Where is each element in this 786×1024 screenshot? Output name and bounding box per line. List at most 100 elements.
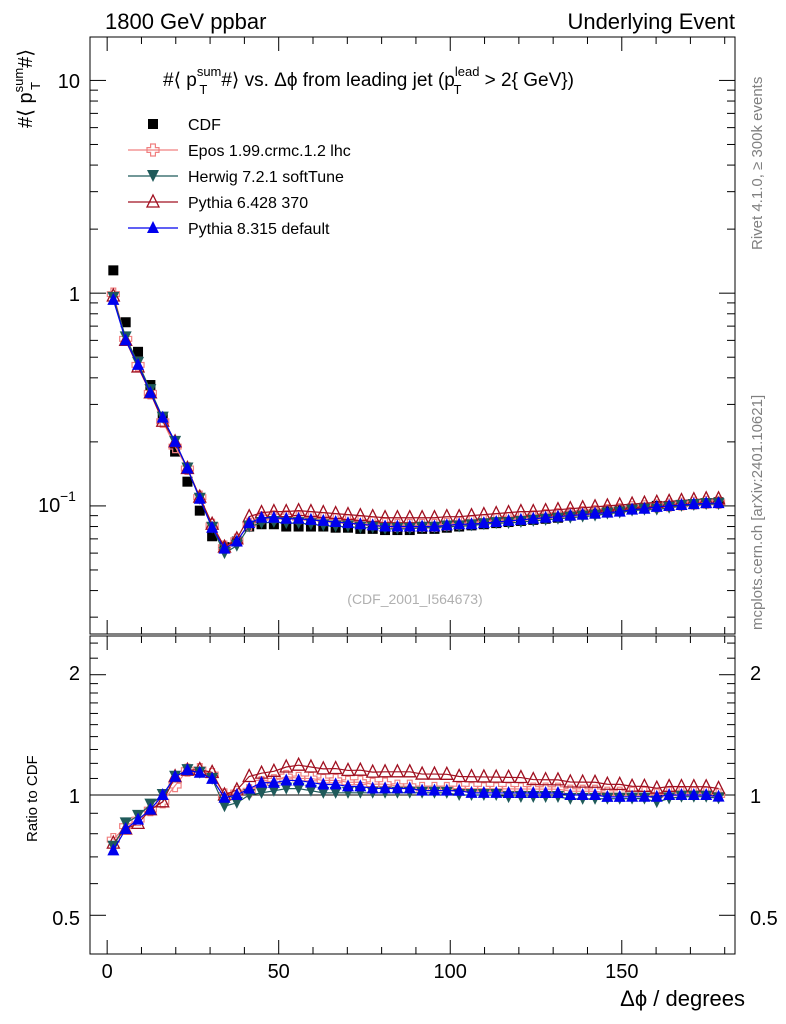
main-ylabel-prefix: #⟨ p xyxy=(15,92,37,128)
main-ylabel-sub: T xyxy=(28,82,43,90)
ytick-label-0.1-exp: −1 xyxy=(60,488,76,504)
ratio-point-pythia8 xyxy=(626,789,639,802)
ratio-point-pythia8 xyxy=(638,789,651,802)
point-pythia8 xyxy=(601,505,614,518)
title-prefix: #⟨ p xyxy=(163,70,197,91)
point-pythia8 xyxy=(181,461,194,474)
legend: CDF Epos 1.99.crmc.1.2 lhc Herwig 7.2.1 … xyxy=(128,117,351,238)
legend-marker-pythia8 xyxy=(128,221,178,233)
legend-label-pythia8: Pythia 8.315 default xyxy=(188,221,330,238)
main-ylabel-sup: sum xyxy=(11,68,26,93)
ratio-point-pythia8 xyxy=(218,790,231,803)
ratio-point-pythia8 xyxy=(502,785,515,798)
point-pythia8 xyxy=(712,496,725,509)
ratio-ytick-1-right: 1 xyxy=(750,786,761,808)
ratio-point-pythia6 xyxy=(612,775,627,791)
ratio-point-pythia6 xyxy=(464,768,479,783)
point-pythia8 xyxy=(169,434,182,447)
ratio-point-epos xyxy=(168,779,182,793)
point-pythia8 xyxy=(366,518,379,531)
point-pythia8 xyxy=(391,519,404,532)
ratio-point-pythia6 xyxy=(439,765,454,780)
ratio-point-pythia8 xyxy=(416,783,429,796)
ratio-point-pythia8 xyxy=(539,786,552,799)
legend-marker-herwig xyxy=(128,170,178,182)
legend-symbol xyxy=(147,170,159,182)
point-cdf xyxy=(108,265,119,276)
ratio-point-pythia8 xyxy=(206,771,219,784)
ratio-point-pythia8 xyxy=(700,788,713,800)
ratio-point-pythia8 xyxy=(477,785,490,798)
ratio-ytick-0.5-left: 0.5 xyxy=(52,908,80,930)
ratio-line-epos xyxy=(112,768,719,840)
legend-symbol xyxy=(146,143,160,157)
ratio-point-pythia8 xyxy=(650,789,663,802)
xtick-label-50: 50 xyxy=(268,961,290,983)
point-pythia8 xyxy=(576,507,589,520)
point-pythia8 xyxy=(626,502,639,515)
ratio-point-pythia6 xyxy=(513,769,528,784)
xtick-label-100: 100 xyxy=(434,961,467,983)
ratio-point-pythia6 xyxy=(538,771,553,786)
ratio-point-pythia8 xyxy=(230,788,243,800)
point-pythia8 xyxy=(551,509,564,522)
xtick-label-0: 0 xyxy=(102,961,113,983)
point-pythia8 xyxy=(107,292,120,305)
point-pythia8 xyxy=(119,333,132,346)
ratio-point-pythia8 xyxy=(403,781,416,794)
point-pythia8 xyxy=(675,497,688,510)
point-pythia8 xyxy=(342,516,354,529)
point-pythia8 xyxy=(267,510,280,523)
ratio-point-pythia8 xyxy=(687,788,700,800)
point-pythia8 xyxy=(687,497,700,510)
point-cdf xyxy=(207,531,218,542)
point-pythia8 xyxy=(527,511,540,524)
ratio-point-pythia6 xyxy=(328,760,343,775)
main-panel-frame xyxy=(89,36,736,635)
plot-title: #⟨ psum T #⟩ vs. Δϕ from leading jet (plea… xyxy=(163,64,574,97)
ytick-label-1: 1 xyxy=(69,284,80,306)
ratio-point-herwig xyxy=(329,786,342,799)
ratio-point-pythia8 xyxy=(514,785,527,798)
ratio-point-herwig xyxy=(267,784,280,797)
title-middle: #⟩ vs. Δϕ from leading jet (p xyxy=(221,70,455,91)
ratio-point-pythia6 xyxy=(316,760,331,775)
ratio-point-pythia8 xyxy=(132,812,145,825)
legend-marker-pythia6 xyxy=(128,193,178,208)
legend-entry-pythia8: Pythia 8.315 default xyxy=(128,221,330,238)
point-cdf xyxy=(170,446,181,457)
xtick-label-150: 150 xyxy=(605,961,638,983)
point-pythia8 xyxy=(206,520,219,533)
ratio-point-pythia8 xyxy=(379,781,392,794)
ratio-point-pythia6 xyxy=(550,771,566,786)
ratio-point-pythia6 xyxy=(340,762,356,777)
ratio-point-pythia6 xyxy=(291,756,306,771)
point-epos xyxy=(650,499,664,513)
ratio-point-pythia6 xyxy=(563,773,578,788)
title-sup2: lead xyxy=(455,64,480,79)
ratio-point-herwig xyxy=(317,786,330,799)
point-pythia8 xyxy=(354,517,367,530)
ratio-point-pythia8 xyxy=(329,777,342,790)
point-pythia8 xyxy=(218,541,231,554)
ratio-line-pythia8 xyxy=(112,769,719,851)
ratio-point-pythia8 xyxy=(589,788,602,800)
point-pythia8 xyxy=(156,410,169,423)
point-pythia8 xyxy=(613,504,626,517)
ratio-point-herwig xyxy=(292,782,305,795)
point-cdf xyxy=(194,505,205,516)
ratio-point-pythia8 xyxy=(267,775,280,788)
ratio-point-pythia6 xyxy=(279,758,294,773)
ratio-point-pythia6 xyxy=(353,761,368,776)
point-pythia8 xyxy=(502,513,515,526)
ratio-point-pythia6 xyxy=(402,763,417,778)
ytick-label-0.1-base: 10 xyxy=(38,495,60,517)
ratio-point-pythia6 xyxy=(242,768,257,783)
ratio-point-pythia8 xyxy=(193,765,206,778)
ratio-ytick-2-right: 2 xyxy=(750,663,761,685)
point-pythia8 xyxy=(514,512,527,525)
rivet-label: Rivet 4.1.0, ≥ 300k events xyxy=(749,77,766,250)
title-sup1: sum xyxy=(197,64,222,79)
main-ylabel-suffix: #⟩ xyxy=(15,49,37,68)
